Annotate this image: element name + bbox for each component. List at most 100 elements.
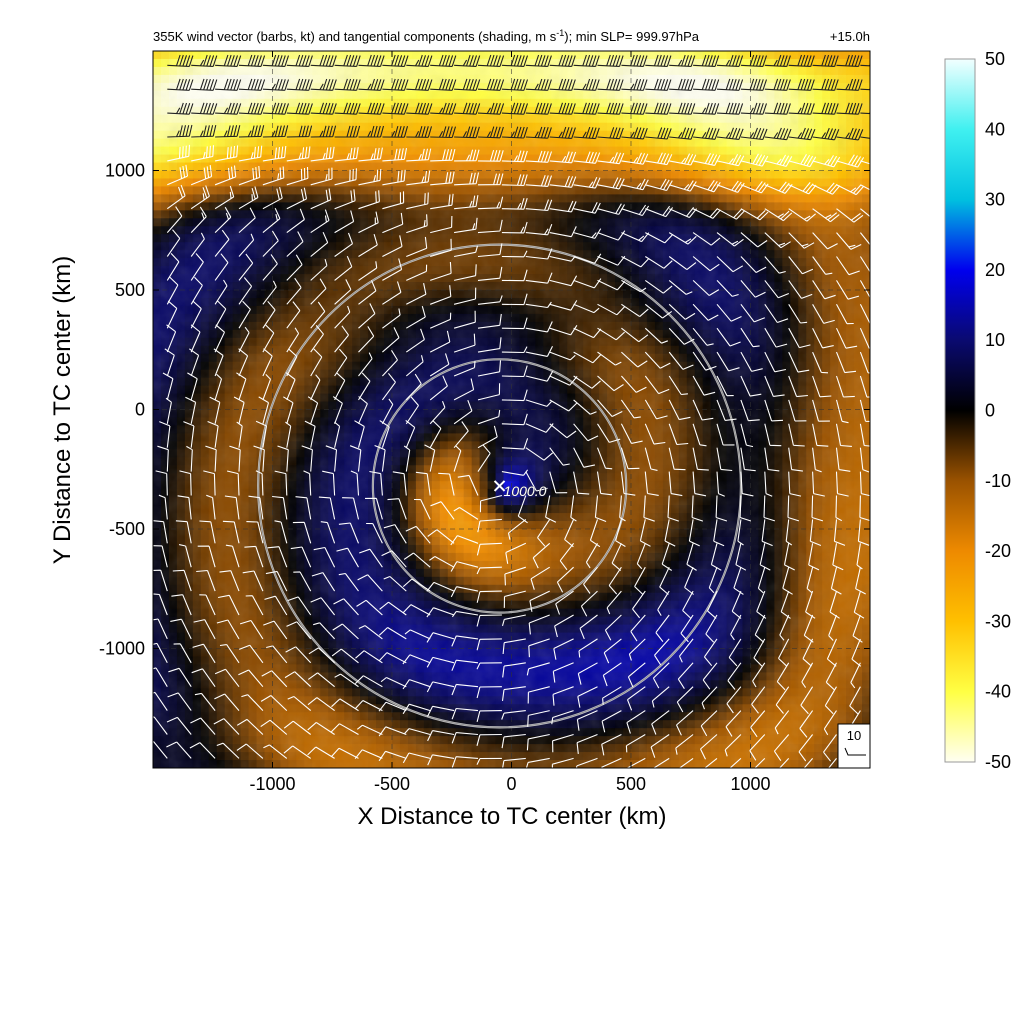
wind-barb <box>214 145 239 162</box>
wind-barb <box>545 495 557 523</box>
wind-barb <box>507 518 527 540</box>
wind-barb <box>501 198 528 210</box>
wind-barb <box>645 102 672 115</box>
wind-barb <box>754 758 766 768</box>
wind-barb <box>501 174 528 187</box>
wind-barb <box>576 733 598 754</box>
wind-barb <box>215 54 242 67</box>
wind-barb <box>579 614 598 640</box>
colorbar-tick-label: 30 <box>985 190 1005 210</box>
wind-barb <box>358 625 383 640</box>
wind-barb <box>358 303 376 329</box>
wind-barb <box>849 686 861 715</box>
wind-barb <box>426 581 455 592</box>
wind-barb <box>597 327 625 341</box>
wind-barb <box>585 543 598 569</box>
colorbar-tick-labels: 50 40 30 20 10 0 -10 -20 -30 -40 -50 <box>985 49 1011 772</box>
wind-barb <box>857 519 870 546</box>
wind-barb <box>740 471 754 497</box>
wind-barb <box>382 212 404 234</box>
wind-barb <box>262 102 290 115</box>
wind-barb <box>404 629 431 640</box>
wind-barb <box>236 372 247 401</box>
grid-lines <box>153 51 870 768</box>
wind-barb <box>549 351 576 361</box>
wind-barb <box>382 327 400 353</box>
wind-barb <box>366 522 383 544</box>
wind-barb <box>167 102 194 115</box>
wind-barb <box>338 572 359 592</box>
wind-barb <box>740 423 754 448</box>
wind-barb <box>828 614 838 641</box>
wind-barb <box>219 644 240 664</box>
wind-barb <box>187 372 198 401</box>
wind-barb <box>451 610 479 618</box>
wind-barb <box>812 304 835 324</box>
wind-barb <box>430 148 456 162</box>
wind-barb <box>274 520 288 544</box>
wind-barb <box>809 519 822 547</box>
wind-barb <box>692 153 721 166</box>
wind-barb <box>549 151 577 164</box>
wind-barb <box>645 232 674 244</box>
wind-barb <box>191 54 218 67</box>
wind-barb <box>645 152 673 166</box>
wind-barb <box>836 154 865 168</box>
wind-barb <box>691 495 704 522</box>
wind-barb <box>757 567 766 594</box>
wind-barb <box>286 254 303 281</box>
y-axis: -1000 -500 0 500 1000 <box>99 161 870 659</box>
wind-barb <box>836 102 863 115</box>
wind-barb <box>800 686 814 715</box>
wind-barb <box>835 351 857 374</box>
wind-barb <box>153 593 168 616</box>
wind-barb <box>667 495 679 522</box>
wind-barb <box>669 180 697 192</box>
wind-barb <box>378 627 407 640</box>
title-main: 355K wind vector (barbs, kt) and tangent… <box>153 29 557 44</box>
wind-barb <box>226 470 240 496</box>
wind-barb <box>602 686 622 705</box>
wind-barb <box>621 303 649 318</box>
wind-barb <box>336 547 359 568</box>
wind-barb <box>477 425 498 449</box>
wind-barb <box>501 346 528 354</box>
wind-barb <box>197 545 216 568</box>
wind-barb <box>621 327 649 343</box>
wind-barb <box>310 102 337 115</box>
wind-barb <box>504 566 526 586</box>
wind-barb <box>573 202 601 214</box>
wind-barb <box>310 258 328 281</box>
wind-barb <box>501 438 529 450</box>
wind-barb <box>693 102 720 115</box>
wind-barb <box>835 447 851 472</box>
wind-barb <box>214 668 240 688</box>
wind-barb <box>402 679 431 690</box>
wind-barb <box>193 619 216 640</box>
wind-barb <box>334 372 346 401</box>
wind-barb <box>668 232 697 245</box>
wind-barb <box>430 54 457 67</box>
wind-barb <box>310 278 327 305</box>
wind-barb <box>238 233 255 257</box>
wind-barb <box>451 756 479 768</box>
wind-barb <box>191 78 218 91</box>
wind-barb <box>262 54 290 67</box>
wind-barb <box>157 445 169 472</box>
wind-barb <box>364 497 383 520</box>
wind-barb <box>476 710 502 723</box>
wind-barb <box>454 149 480 162</box>
wind-barb <box>715 495 728 522</box>
wind-barb <box>764 375 785 397</box>
wind-barb <box>189 742 216 759</box>
wind-barb <box>430 285 452 305</box>
wind-barb <box>576 710 598 731</box>
wind-barb <box>621 279 647 293</box>
wind-barb <box>676 686 694 713</box>
wind-barb <box>359 548 383 568</box>
wind-barb <box>476 542 502 556</box>
wind-barb <box>476 686 502 699</box>
wind-barb <box>374 444 386 472</box>
wind-barb <box>477 444 491 472</box>
wind-barb <box>549 78 576 91</box>
